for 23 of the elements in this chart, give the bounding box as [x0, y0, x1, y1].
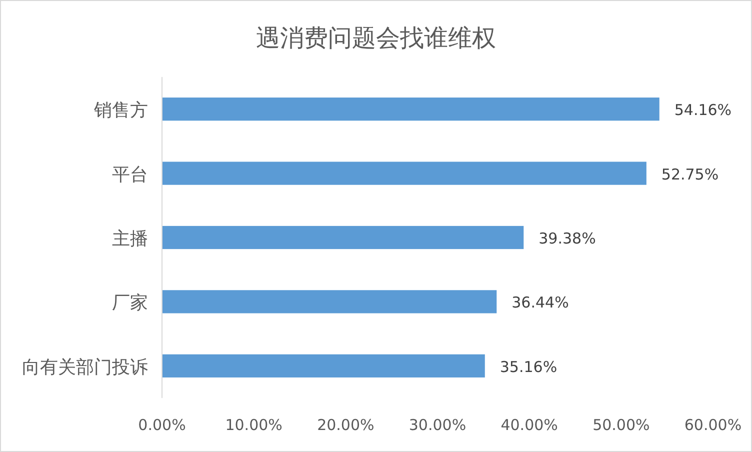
y-tick-label: 平台 — [112, 164, 148, 186]
bar — [162, 354, 485, 378]
data-label: 39.38% — [538, 230, 596, 248]
x-tick-label: 60.00% — [684, 416, 742, 434]
chart-title: 遇消费问题会找谁维权 — [256, 24, 496, 52]
x-tick-label: 50.00% — [592, 416, 650, 434]
bar — [162, 290, 497, 314]
y-tick-label: 主播 — [112, 228, 148, 250]
bar — [162, 98, 660, 121]
data-label: 36.44% — [512, 294, 569, 312]
data-label: 35.16% — [500, 358, 558, 376]
bar — [162, 162, 646, 185]
x-tick-label: 0.00% — [138, 416, 186, 434]
x-tick-label: 10.00% — [225, 416, 282, 434]
data-label: 52.75% — [661, 165, 719, 184]
y-tick-label: 向有关部门投诉 — [22, 356, 148, 378]
bar — [162, 226, 524, 250]
x-tick-label: 30.00% — [408, 416, 466, 434]
x-tick-label: 20.00% — [317, 416, 374, 434]
x-tick-label: 40.00% — [500, 416, 558, 434]
y-tick-label: 销售方 — [93, 100, 148, 122]
data-label: 54.16% — [674, 101, 732, 120]
y-tick-label: 厂家 — [112, 292, 148, 314]
